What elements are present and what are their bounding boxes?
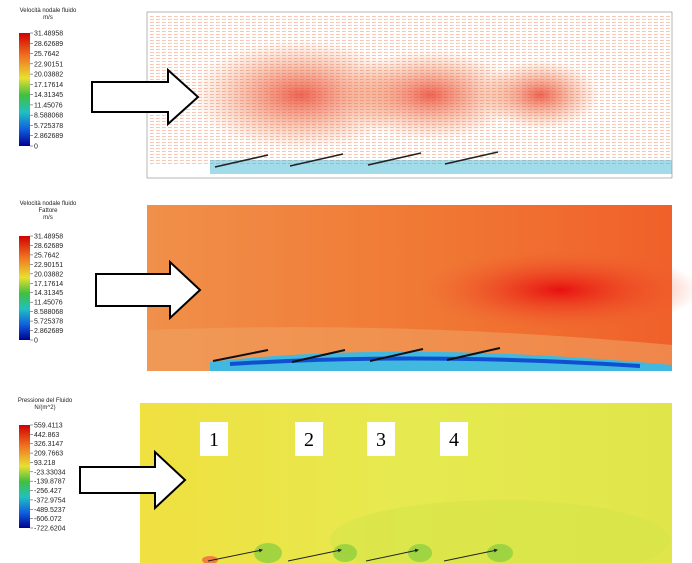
legend-label: 17.17614 [34, 281, 63, 288]
colorbar [19, 425, 30, 528]
wake [210, 160, 672, 174]
legend-title: m/s [43, 215, 53, 221]
legend-label: 8.588068 [34, 113, 63, 120]
legend-label: 25.7642 [34, 252, 59, 259]
legend-label: 28.62689 [34, 243, 63, 250]
plate-number: 4 [449, 429, 459, 451]
legend-label: 0 [34, 338, 38, 345]
legend-label: -23.33034 [34, 469, 66, 476]
legend-label: 11.45076 [34, 300, 63, 307]
legend-label: 5.725378 [34, 319, 63, 326]
colorbar [19, 236, 30, 340]
page: {"panels": [ {"legend": {"title": ["Velo… [0, 0, 692, 563]
colorbar [19, 33, 30, 146]
legend-title: m/s [43, 15, 53, 21]
legend-label: 14.31345 [34, 92, 63, 99]
high-velocity-zone [420, 250, 692, 330]
plate-number: 1 [209, 429, 219, 451]
legend-label: -722.6204 [34, 526, 66, 533]
legend-title: Pressione del Fluido [18, 398, 73, 404]
legend-label: 5.725378 [34, 123, 63, 130]
legend-label: 93.218 [34, 460, 56, 467]
legend-title: Velocità nodale fluido [20, 8, 77, 14]
legend-label: 559.4113 [34, 423, 63, 430]
legend-label: 17.17614 [34, 82, 63, 89]
legend-label: 20.03882 [34, 271, 63, 278]
plate-number: 2 [304, 429, 314, 451]
legend-label: -606.072 [34, 516, 62, 523]
legend-label: 2.862689 [34, 328, 63, 335]
legend-label: 14.31345 [34, 290, 63, 297]
legend-label: 28.62689 [34, 41, 63, 48]
legend-label: -372.9754 [34, 497, 66, 504]
legend-title: Velocità nodale fluido [20, 201, 77, 207]
legend-label: 20.03882 [34, 72, 63, 79]
legend-label: 0 [34, 144, 38, 151]
legend-label: 25.7642 [34, 51, 59, 58]
legend-label: -256.427 [34, 488, 62, 495]
legend-label: 22.90151 [34, 262, 63, 269]
legend-title: Fattore [38, 208, 58, 214]
vortex [480, 60, 600, 130]
legend-title: N/(m^2) [34, 405, 55, 411]
legend-label: 442.863 [34, 432, 59, 439]
figure: Velocità nodale fluidom/s31.4895828.6268… [0, 0, 692, 563]
legend-label: -489.5237 [34, 507, 66, 514]
legend-label: 31.48958 [34, 31, 63, 38]
legend-label: 8.588068 [34, 309, 63, 316]
legend-label: 22.90151 [34, 61, 63, 68]
legend-label: 209.7663 [34, 451, 63, 458]
plate-number: 3 [376, 429, 386, 451]
legend-label: 31.48958 [34, 234, 63, 241]
legend-label: -139.8787 [34, 479, 66, 486]
legend-label: 326.3147 [34, 441, 63, 448]
legend-label: 2.862689 [34, 133, 63, 140]
legend-label: 11.45076 [34, 102, 63, 109]
